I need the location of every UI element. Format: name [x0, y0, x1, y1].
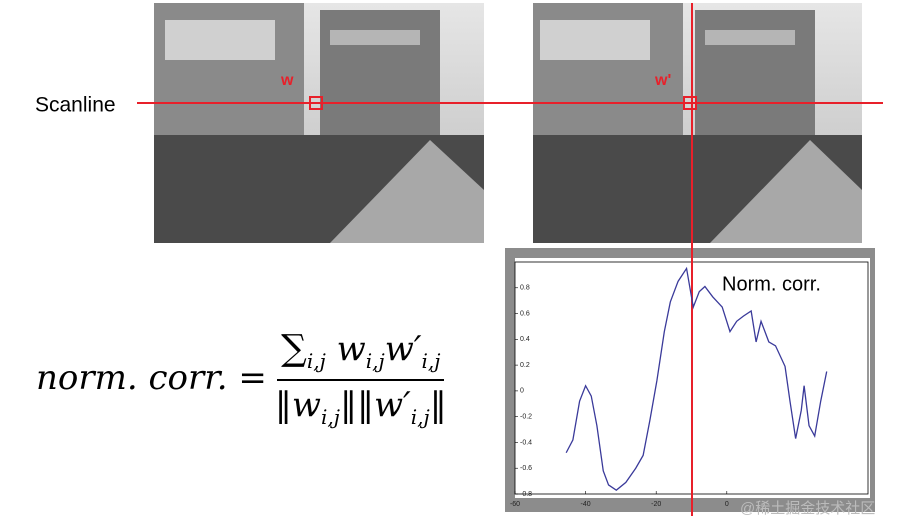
formula-lhs: norm. corr. = — [36, 358, 267, 399]
x-tick-label: -20 — [651, 501, 661, 508]
window-w-prime — [683, 96, 697, 110]
w-prime-index: i,j — [421, 348, 441, 373]
right-photo — [533, 3, 862, 243]
y-tick-label: 0 — [520, 388, 524, 395]
chart-annotation: Norm. corr. — [722, 273, 821, 295]
scanline-label: Scanline — [35, 94, 116, 117]
w-prime-index: i,j — [410, 404, 430, 429]
w-label: w — [280, 72, 294, 89]
formula: norm. corr. = ∑i,j wi,jw′i,j ‖wi,j‖‖w′i,… — [36, 328, 447, 429]
denominator: ‖wi,j‖‖w′i,j‖ — [274, 384, 447, 429]
y-tick-label: 0.2 — [520, 362, 530, 369]
y-tick-label: -0.4 — [520, 439, 532, 446]
sum-sign: ∑ — [281, 328, 307, 369]
w: w — [336, 329, 366, 369]
y-tick-label: -0.2 — [520, 414, 532, 421]
y-tick-label: -0.8 — [520, 491, 532, 498]
x-tick-label: -60 — [510, 501, 520, 508]
sum-index: i,j — [306, 348, 326, 373]
x-tick-label: 0 — [725, 501, 729, 508]
x-tick-label: -40 — [581, 501, 591, 508]
fraction: ∑i,j wi,jw′i,j ‖wi,j‖‖w′i,j‖ — [275, 328, 447, 429]
w-index: i,j — [365, 348, 385, 373]
numerator: ∑i,j wi,jw′i,j — [277, 328, 445, 381]
w: w — [291, 384, 321, 425]
w-prime: w′ — [373, 384, 411, 425]
w-prime-label: w' — [654, 72, 671, 89]
y-tick-label: 0.8 — [520, 285, 530, 292]
y-tick-label: 0.6 — [520, 310, 530, 317]
y-tick-label: 0.4 — [520, 336, 530, 343]
w-prime: w′ — [384, 329, 422, 369]
line-series — [565, 266, 828, 491]
w-index: i,j — [320, 404, 340, 429]
watermark: @稀土掘金技术社区 — [740, 500, 875, 517]
window-w — [309, 96, 323, 110]
left-photo — [154, 3, 484, 243]
y-tick-label: -0.6 — [520, 465, 532, 472]
